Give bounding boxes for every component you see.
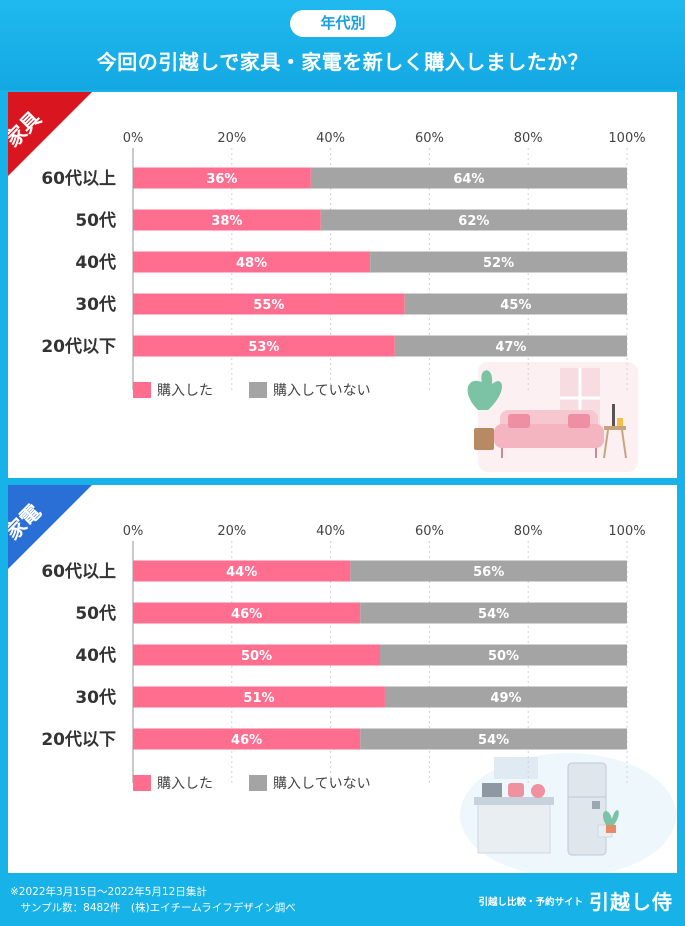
furniture-corner-ribbon: 家具 xyxy=(8,92,92,176)
category-label: 40代 xyxy=(75,645,116,666)
data-label: 46% xyxy=(231,733,262,748)
bar-segment xyxy=(310,167,627,189)
bar-segment xyxy=(370,251,627,273)
category-label: 30代 xyxy=(75,687,116,708)
data-label: 36% xyxy=(206,172,237,187)
brand-name: 引越し侍 xyxy=(589,890,673,914)
header: 年代別 今回の引越しで家具・家電を新しく購入しましたか？ xyxy=(0,0,685,90)
data-label: 52% xyxy=(483,256,514,271)
legend-swatch xyxy=(133,775,151,791)
x-tick-label: 40% xyxy=(316,524,345,539)
data-label: 47% xyxy=(495,340,526,355)
bar-segment xyxy=(133,335,395,357)
data-label: 46% xyxy=(231,607,262,622)
x-tick-label: 60% xyxy=(415,524,444,539)
x-tick-label: 0% xyxy=(123,131,144,146)
bar-segment xyxy=(384,686,627,708)
legend-label: 購入した xyxy=(157,776,213,792)
sofa-illustration-icon xyxy=(467,362,638,472)
x-tick-label: 20% xyxy=(217,131,246,146)
data-label: 55% xyxy=(253,298,284,313)
survey-period: ※2022年3月15日～2022年5月12日集計 xyxy=(10,886,207,898)
legend-label: 購入していない xyxy=(273,383,371,399)
bar-segment xyxy=(320,209,627,231)
data-label: 62% xyxy=(458,214,489,229)
legend-swatch xyxy=(249,775,267,791)
data-label: 64% xyxy=(453,172,484,187)
category-label: 60代以上 xyxy=(41,168,116,189)
data-label: 50% xyxy=(241,649,272,664)
bar-segment xyxy=(133,167,311,189)
data-label: 38% xyxy=(211,214,242,229)
survey-sample: サンプル数：8482件 (株)エイチームライフデザイン調べ xyxy=(10,902,296,914)
brand-logo: 引越し比較・予約サイト 引越し侍 xyxy=(478,886,673,915)
data-label: 49% xyxy=(490,691,521,706)
legend-label: 購入した xyxy=(157,383,213,399)
appliance-corner-ribbon: 家電 xyxy=(8,485,92,569)
data-label: 56% xyxy=(473,565,504,580)
bar-segment xyxy=(133,602,361,624)
category-label: 40代 xyxy=(75,252,116,273)
bar-segment xyxy=(133,293,405,315)
data-label: 44% xyxy=(226,565,257,580)
category-badge: 年代別 xyxy=(290,10,396,37)
bar-segment xyxy=(133,560,351,582)
bar-segment xyxy=(360,728,627,750)
bar-segment xyxy=(133,251,371,273)
category-label: 50代 xyxy=(75,603,116,624)
page-title: 今回の引越しで家具・家電を新しく購入しましたか？ xyxy=(96,50,589,74)
x-tick-label: 0% xyxy=(123,524,144,539)
category-label: 60代以上 xyxy=(41,561,116,582)
bar-segment xyxy=(133,644,380,666)
bar-segment xyxy=(394,335,627,357)
bar-segment xyxy=(133,728,361,750)
x-tick-label: 80% xyxy=(514,131,543,146)
bar-segment xyxy=(380,644,627,666)
legend-swatch xyxy=(133,382,151,398)
bar-segment xyxy=(133,209,321,231)
bar-segment xyxy=(404,293,627,315)
data-label: 51% xyxy=(243,691,274,706)
category-label: 20代以下 xyxy=(41,336,116,357)
brand-subtitle: 引越し比較・予約サイト xyxy=(478,896,583,908)
furniture-chart: 0% 20% 40% 60% 80% 100% 60代以上 36% 64% 50代 38% 62% 40… xyxy=(41,131,646,472)
legend-label: 購入していない xyxy=(273,776,371,792)
x-tick-label: 60% xyxy=(415,131,444,146)
data-label: 50% xyxy=(488,649,519,664)
data-label: 54% xyxy=(478,733,509,748)
x-tick-label: 40% xyxy=(316,131,345,146)
bar-segment xyxy=(133,686,385,708)
appliance-chart: 0% 20% 40% 60% 80% 100% 60代以上 44% 56% 50代 46% 54% 40… xyxy=(41,524,676,873)
data-label: 45% xyxy=(500,298,531,313)
data-label: 54% xyxy=(478,607,509,622)
survey-note: ※2022年3月15日～2022年5月12日集計 サンプル数：8482件 (株)… xyxy=(10,884,296,916)
bar-segment xyxy=(350,560,627,582)
category-label: 20代以下 xyxy=(41,729,116,750)
x-tick-label: 100% xyxy=(608,131,645,146)
kitchen-illustration-icon xyxy=(460,753,676,873)
category-label: 30代 xyxy=(75,294,116,315)
x-tick-label: 80% xyxy=(514,524,543,539)
data-label: 48% xyxy=(236,256,267,271)
x-tick-label: 20% xyxy=(217,524,246,539)
furniture-panel: 家具 0% 20% 40% 60% 80% 100% 60代以上 36% 64% 50代 38% 62… xyxy=(8,92,677,478)
data-label: 53% xyxy=(248,340,279,355)
bar-segment xyxy=(360,602,627,624)
legend-swatch xyxy=(249,382,267,398)
category-label: 50代 xyxy=(75,210,116,231)
x-tick-label: 100% xyxy=(608,524,645,539)
appliance-panel: 家電 0% 20% 40% 60% 80% 100% 60代以上 44% 56% 50代 46% 54… xyxy=(8,485,677,873)
